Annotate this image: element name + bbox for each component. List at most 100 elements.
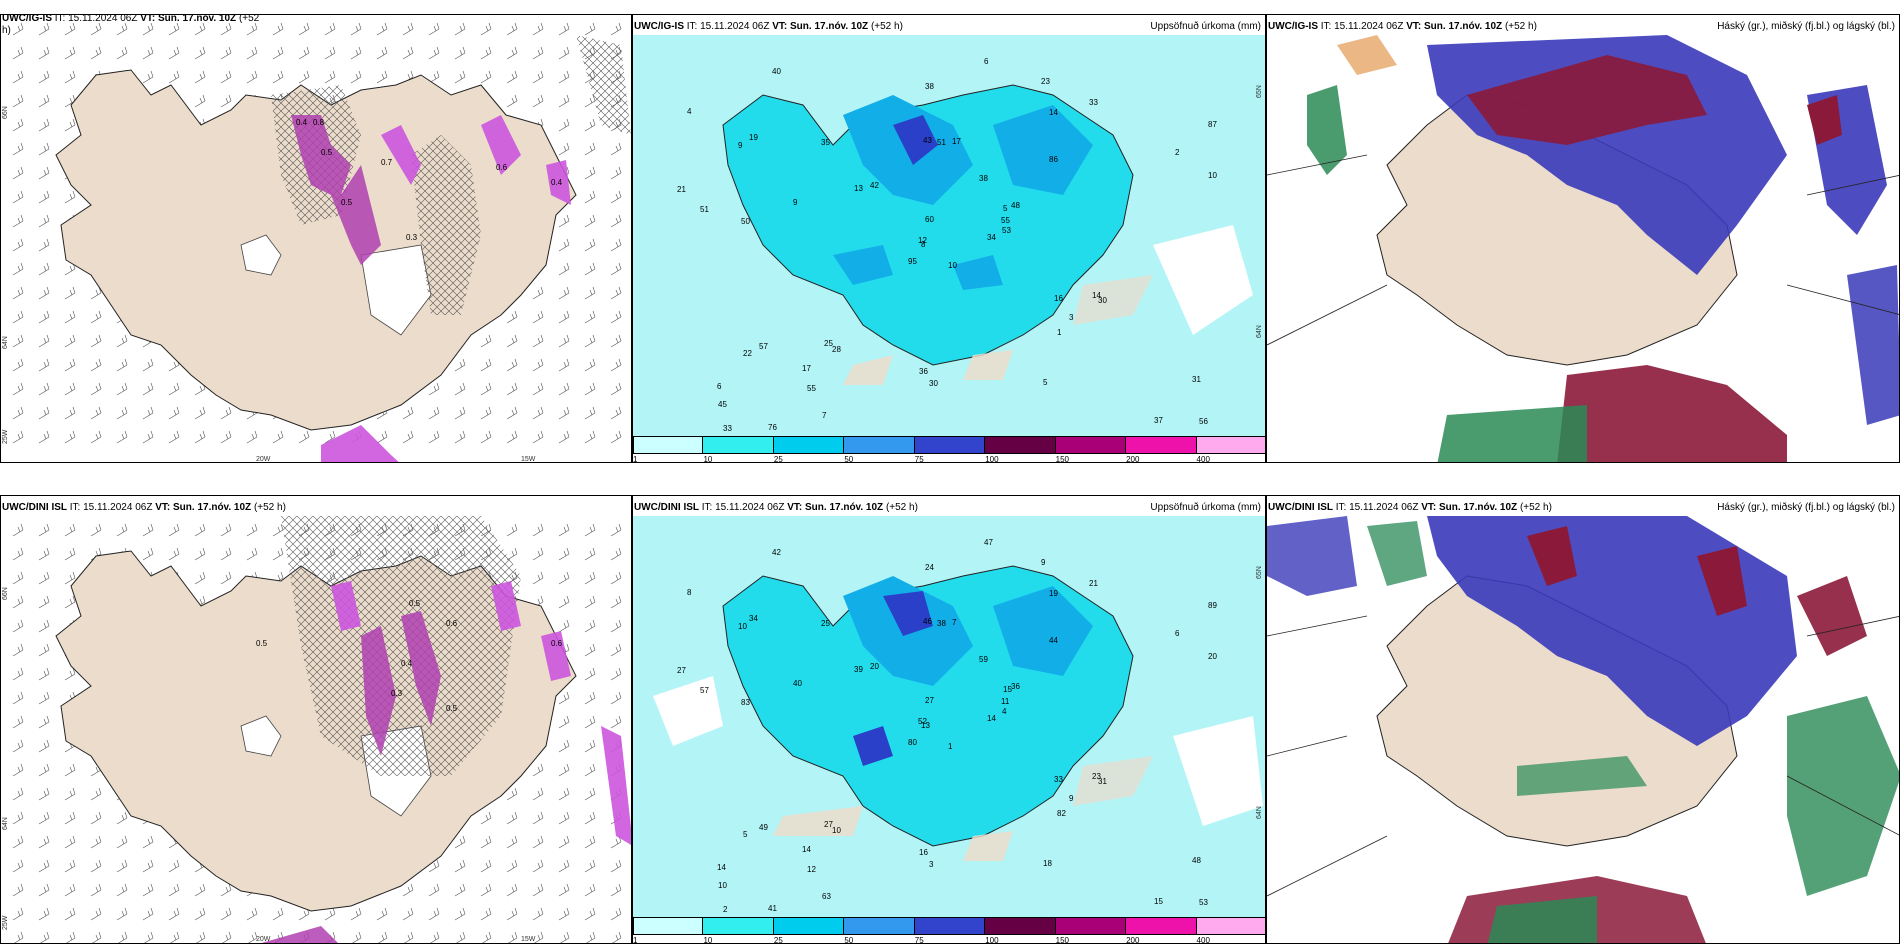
wind-barb (38, 739, 50, 753)
wind-barb (558, 46, 570, 60)
wind-barb (428, 430, 440, 444)
wind-barb (506, 406, 518, 420)
wind-barb (558, 382, 570, 396)
wind-barb (376, 22, 388, 36)
wind-barb (38, 811, 50, 825)
wind-barb (506, 811, 518, 825)
wind-barb (168, 859, 180, 873)
wind-barb (12, 238, 24, 252)
wind-barb (454, 883, 466, 897)
wind-barb (38, 22, 50, 36)
precip-value: 3 (929, 860, 934, 869)
wind-barb (64, 286, 76, 300)
wind-barb (272, 547, 284, 561)
wind-barb (90, 811, 102, 825)
init-time: IT: 15.11.2024 06Z (1335, 502, 1419, 513)
precip-value: 14 (987, 714, 996, 723)
precip-value: 9 (1041, 558, 1046, 567)
wind-barb (90, 334, 102, 348)
wind-barb (480, 883, 492, 897)
precip-value: 6 (717, 382, 722, 391)
wind-barb (272, 22, 284, 36)
lat-label: 25W (2, 429, 9, 444)
wind-barb (38, 46, 50, 60)
wind-barb (558, 118, 570, 132)
wind-barb (454, 859, 466, 873)
wind-barb (584, 286, 596, 300)
panel-top-middle: UWC/IG-IS IT: 15.11.2024 06Z VT: Sun. 17… (632, 14, 1266, 463)
wind-barb (12, 382, 24, 396)
colorbar-tick: 25 (773, 936, 783, 944)
wind-barb (584, 238, 596, 252)
colorbar-cell (703, 436, 774, 454)
wind-barb (64, 835, 76, 849)
precip-value: 14 (1049, 108, 1058, 117)
wind-barb (428, 382, 440, 396)
wind-barb (558, 691, 570, 705)
precip-value: 33 (1054, 775, 1063, 784)
wind-barb (12, 715, 24, 729)
wind-snow-map-bottom: 0.5 0.6 0.4 0.3 0.5 0.6 0.5 66N 64N 25W … (2, 516, 631, 943)
wind-barb (506, 835, 518, 849)
precip-value: 13 (854, 184, 863, 193)
precip-value: 45 (718, 400, 727, 409)
precip-value: 53 (1199, 898, 1208, 907)
precip-value: 10 (832, 826, 841, 835)
panel-title: UWC/IG-IS IT: 15.11.2024 06Z VT: Sun. 17… (1268, 21, 1537, 33)
colorbar-tick: 200 (1126, 936, 1140, 944)
wind-barb (584, 142, 596, 156)
precip-value: 33 (1089, 98, 1098, 107)
wind-barb (428, 22, 440, 36)
lon-label: 15W (521, 456, 536, 463)
wind-barb (194, 547, 206, 561)
wind-barb (194, 883, 206, 897)
wind-barb (142, 523, 154, 537)
colorbar-tick: 100 (985, 936, 999, 944)
wind-barb (532, 547, 544, 561)
wind-barb (610, 190, 622, 204)
wind-barb (38, 238, 50, 252)
wind-barb (506, 883, 518, 897)
snow-value: 0.5 (341, 198, 353, 207)
wind-barb (246, 70, 258, 84)
wind-barb (220, 523, 232, 537)
wind-barb (584, 523, 596, 537)
model-name: UWC/IG-IS (634, 21, 684, 32)
colorbar-tick: 150 (1055, 455, 1070, 463)
colorbar-cell (1196, 436, 1265, 454)
wind-barb (12, 406, 24, 420)
wind-barb (532, 358, 544, 372)
snow-value: 0.5 (321, 148, 333, 157)
wind-barb (272, 430, 284, 444)
precip-value: 4 (1002, 707, 1007, 716)
wind-barb (194, 430, 206, 444)
wind-barb (64, 118, 76, 132)
wind-barb (558, 22, 570, 36)
precip-value: 6 (1175, 629, 1180, 638)
snow-value: 0.5 (446, 704, 458, 713)
snow-value: 0.6 (496, 163, 508, 172)
wind-barb (168, 382, 180, 396)
wind-barb (12, 811, 24, 825)
colorbar: 1 10 25 50 75 100 150 200 400 (633, 436, 1265, 463)
wind-barb (480, 22, 492, 36)
wind-barb (532, 430, 544, 444)
model-name: UWC/DINI ISL (1268, 502, 1333, 513)
precip-value: 12 (807, 865, 816, 874)
wind-barb (402, 46, 414, 60)
wind-barb (584, 262, 596, 276)
wind-barb (220, 430, 232, 444)
precip-value: 36 (919, 367, 928, 376)
wind-barb (610, 214, 622, 228)
snow-value: 0.4 (401, 659, 413, 668)
cloud-map-top (1267, 35, 1899, 462)
wind-barb (584, 358, 596, 372)
model-name: UWC/IG-IS (2, 14, 52, 24)
wind-barb (558, 214, 570, 228)
wind-barb (12, 787, 24, 801)
wind-barb (430, 931, 440, 943)
wind-barb (90, 382, 102, 396)
precip-value: 5 (1003, 204, 1008, 213)
wind-barb (584, 643, 596, 657)
lat-label: 64N (1256, 806, 1263, 819)
